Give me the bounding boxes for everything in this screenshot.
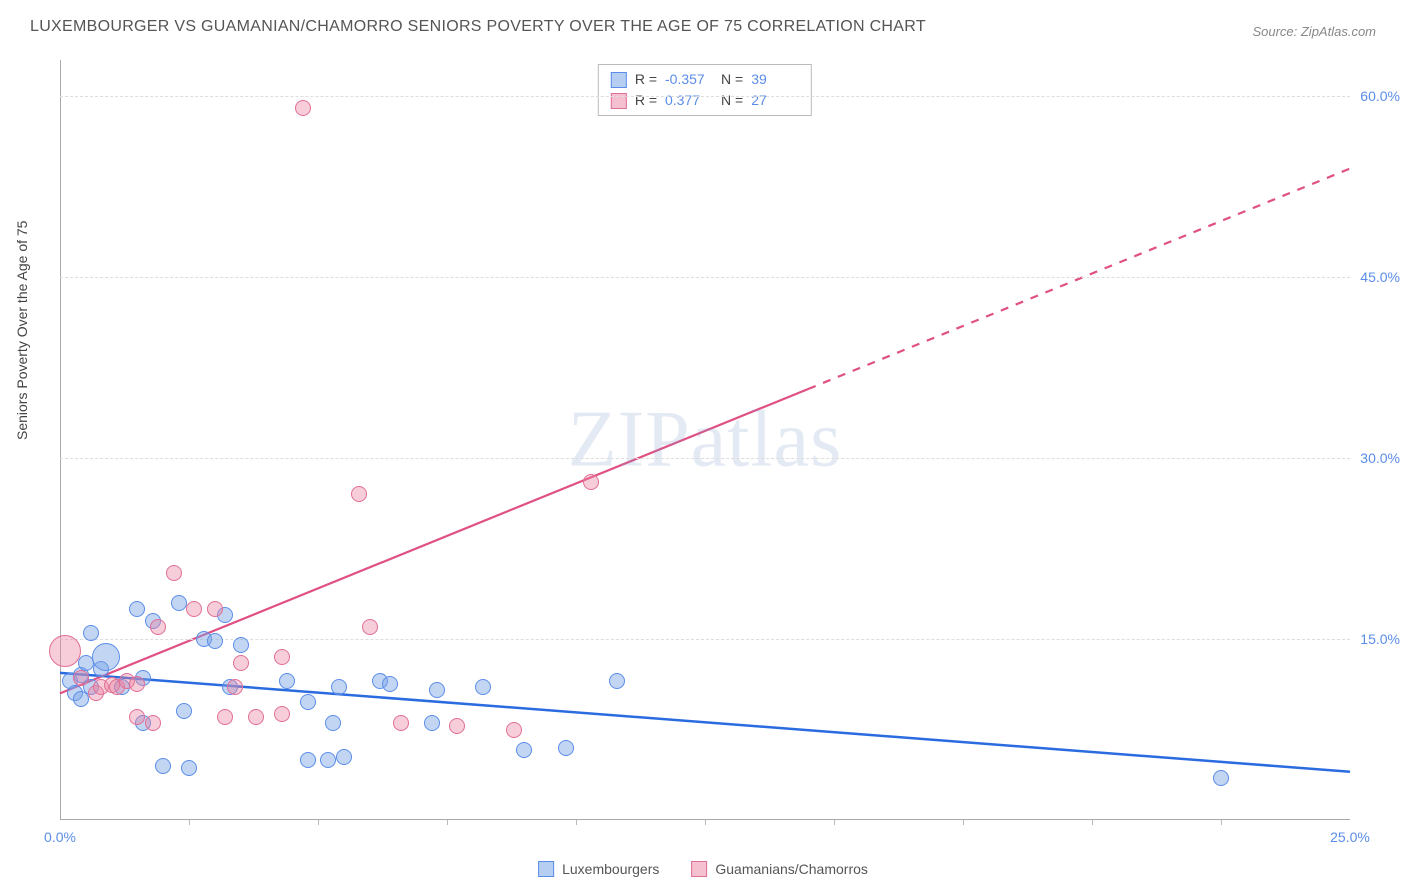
scatter-point-gua [73,670,89,686]
scatter-point-gua [295,100,311,116]
scatter-point-lux [558,740,574,756]
scatter-point-lux [382,676,398,692]
N-value: 39 [751,69,799,90]
scatter-point-gua [150,619,166,635]
trendline-gua [60,389,808,693]
gridline [60,639,1350,640]
scatter-point-lux [325,715,341,731]
scatter-point-lux [83,625,99,641]
legend-item: Guamanians/Chamorros [691,861,868,877]
legend-swatch [691,861,707,877]
scatter-point-gua [145,715,161,731]
legend-label: Luxembourgers [562,861,659,877]
scatter-point-gua [393,715,409,731]
scatter-point-gua [506,722,522,738]
scatter-point-lux [424,715,440,731]
gridline [60,458,1350,459]
scatter-point-lux [129,601,145,617]
scatter-point-gua [186,601,202,617]
x-minor-tick [576,820,577,825]
scatter-point-lux [300,752,316,768]
x-minor-tick [318,820,319,825]
plot-area: ZIPatlas R =-0.357N =39R =0.377N =27 15.… [60,60,1350,820]
scatter-point-gua [351,486,367,502]
gridline [60,96,1350,97]
scatter-point-lux [155,758,171,774]
scatter-point-lux [516,742,532,758]
y-axis-label: Seniors Poverty Over the Age of 75 [14,221,30,440]
legend-item: Luxembourgers [538,861,659,877]
scatter-point-gua [233,655,249,671]
scatter-point-gua [274,706,290,722]
scatter-point-gua [583,474,599,490]
scatter-point-lux [429,682,445,698]
x-tick-label: 25.0% [1330,829,1370,845]
R-label: R = [635,69,657,90]
x-minor-tick [189,820,190,825]
scatter-point-lux [320,752,336,768]
scatter-point-lux [233,637,249,653]
scatter-point-gua [207,601,223,617]
N-value: 27 [751,90,799,111]
scatter-point-gua [166,565,182,581]
trendline-gua-dashed [808,169,1350,389]
x-minor-tick [834,820,835,825]
scatter-point-gua [49,635,81,667]
legend-swatch [611,93,627,109]
scatter-point-lux [279,673,295,689]
y-tick-label: 60.0% [1360,88,1400,104]
scatter-point-lux [176,703,192,719]
y-tick-label: 45.0% [1360,269,1400,285]
x-minor-tick [705,820,706,825]
trend-lines [60,60,1350,820]
N-label: N = [721,69,743,90]
scatter-point-gua [227,679,243,695]
legend-label: Guamanians/Chamorros [715,861,868,877]
scatter-point-gua [129,676,145,692]
R-value: -0.357 [665,69,713,90]
stats-legend-box: R = -0.357 N = 39 R = 0.377 N = 27 [598,64,812,116]
scatter-point-gua [217,709,233,725]
stats-row: R = 0.377 N = 27 [611,90,799,111]
scatter-point-gua [129,709,145,725]
bottom-legend: Luxembourgers Guamanians/Chamorros [538,861,868,877]
stats-row: R = -0.357 N = 39 [611,69,799,90]
scatter-point-lux [336,749,352,765]
scatter-point-lux [171,595,187,611]
y-tick-label: 30.0% [1360,450,1400,466]
R-label: R = [635,90,657,111]
scatter-point-lux [1213,770,1229,786]
scatter-point-lux [207,633,223,649]
y-tick-label: 15.0% [1360,631,1400,647]
x-minor-tick [447,820,448,825]
scatter-point-gua [449,718,465,734]
source-credit: Source: ZipAtlas.com [1252,24,1376,39]
scatter-point-gua [248,709,264,725]
x-minor-tick [1221,820,1222,825]
scatter-point-lux [331,679,347,695]
scatter-point-lux [92,643,120,671]
scatter-point-lux [609,673,625,689]
gridline [60,277,1350,278]
scatter-point-gua [274,649,290,665]
scatter-point-lux [300,694,316,710]
N-label: N = [721,90,743,111]
legend-swatch [538,861,554,877]
scatter-point-lux [475,679,491,695]
R-value: 0.377 [665,90,713,111]
x-minor-tick [1092,820,1093,825]
legend-swatch [611,72,627,88]
scatter-point-lux [181,760,197,776]
x-minor-tick [963,820,964,825]
chart-title: LUXEMBOURGER VS GUAMANIAN/CHAMORRO SENIO… [30,18,926,36]
x-tick-label: 0.0% [44,829,76,845]
scatter-point-gua [362,619,378,635]
